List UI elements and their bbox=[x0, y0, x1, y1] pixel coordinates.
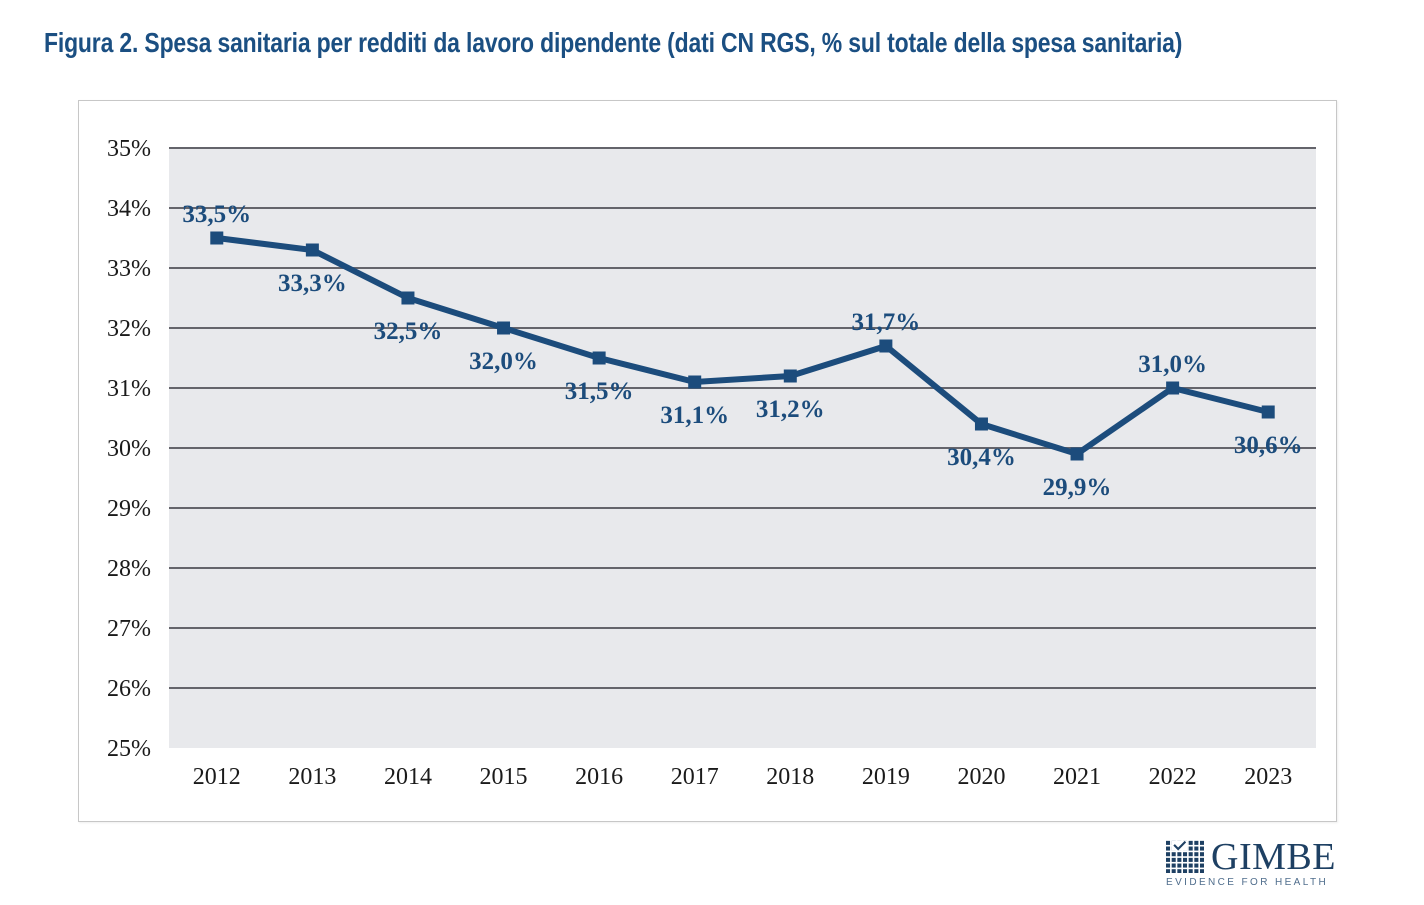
data-point-label: 33,5% bbox=[182, 201, 251, 228]
data-point-marker bbox=[401, 291, 415, 305]
y-tick-label: 25% bbox=[107, 736, 151, 762]
data-point-label: 32,0% bbox=[469, 348, 538, 375]
data-point-marker bbox=[1166, 381, 1180, 395]
logo-grid-square bbox=[1194, 857, 1199, 862]
logo-grid-square bbox=[1188, 857, 1193, 862]
logo-grid-square bbox=[1194, 840, 1199, 845]
gimbe-logo: GIMBE EVIDENCE FOR HEALTH bbox=[1166, 833, 1336, 888]
logo-grid-square bbox=[1199, 840, 1205, 845]
x-tick-label: 2012 bbox=[193, 764, 241, 790]
gimbe-tagline: EVIDENCE FOR HEALTH bbox=[1166, 877, 1329, 888]
data-point-marker bbox=[592, 351, 606, 365]
logo-grid-square bbox=[1177, 857, 1182, 862]
data-point-label: 32,5% bbox=[374, 318, 443, 345]
x-tick-label: 2019 bbox=[862, 764, 910, 790]
logo-grid-square bbox=[1171, 857, 1176, 862]
logo-grid-square bbox=[1188, 840, 1193, 845]
data-point-label: 29,9% bbox=[1043, 474, 1112, 501]
data-point-label: 31,2% bbox=[756, 396, 825, 423]
data-line bbox=[216, 235, 1269, 458]
logo-grid-square bbox=[1188, 863, 1193, 868]
x-tick-label: 2022 bbox=[1149, 764, 1197, 790]
logo-grid-square bbox=[1188, 869, 1193, 873]
data-point-label: 31,1% bbox=[660, 402, 729, 429]
line-chart: 35% 34% 33% 32% 31% 30% 29% 28% 27% 26% 25% 2012 201… bbox=[107, 136, 1316, 790]
data-point-label: 31,0% bbox=[1138, 351, 1207, 378]
logo-grid-square bbox=[1188, 846, 1193, 851]
logo-grid-square bbox=[1166, 863, 1171, 868]
chart-frame: 35% 34% 33% 32% 31% 30% 29% 28% 27% 26% 25% 2012 201… bbox=[78, 100, 1337, 822]
data-point-label: 30,4% bbox=[947, 444, 1016, 471]
logo-grid-square bbox=[1182, 852, 1188, 857]
data-point-marker bbox=[305, 243, 319, 257]
logo-grid-square bbox=[1177, 852, 1182, 857]
y-tick-label: 27% bbox=[107, 616, 151, 642]
logo-grid-square bbox=[1171, 852, 1176, 857]
logo-grid-square bbox=[1177, 863, 1182, 868]
logo-grid-square bbox=[1194, 863, 1199, 868]
logo-grid-square bbox=[1166, 857, 1171, 862]
y-tick-label: 34% bbox=[107, 196, 151, 222]
y-tick-label: 30% bbox=[107, 436, 151, 462]
logo-grid-square bbox=[1199, 852, 1205, 857]
y-tick-label: 28% bbox=[107, 556, 151, 582]
logo-grid-square bbox=[1171, 863, 1176, 868]
y-tick-label: 35% bbox=[107, 136, 151, 162]
logo-grid-square bbox=[1199, 846, 1205, 851]
data-point-marker bbox=[1261, 405, 1275, 419]
gimbe-wordmark: GIMBE bbox=[1211, 835, 1336, 878]
x-tick-label: 2015 bbox=[480, 764, 528, 790]
data-point-marker bbox=[210, 231, 224, 245]
y-tick-label: 26% bbox=[107, 676, 151, 702]
logo-grid-square bbox=[1199, 863, 1205, 868]
y-tick-label: 29% bbox=[107, 496, 151, 522]
logo-check-icon bbox=[1173, 840, 1187, 851]
data-point-label: 30,6% bbox=[1234, 432, 1303, 459]
data-point-marker bbox=[497, 321, 511, 335]
logo-grid-square bbox=[1166, 852, 1171, 857]
logo-grid-square bbox=[1166, 869, 1171, 873]
logo-check-background bbox=[1171, 840, 1188, 851]
x-tick-label: 2017 bbox=[671, 764, 719, 790]
logo-grid-square bbox=[1182, 869, 1188, 873]
x-tick-label: 2014 bbox=[384, 764, 432, 790]
figure-title: Figura 2. Spesa sanitaria per redditi da… bbox=[44, 27, 1183, 58]
logo-grid-square bbox=[1177, 869, 1182, 873]
x-tick-label: 2013 bbox=[288, 764, 336, 790]
gimbe-logo-icon bbox=[1166, 840, 1205, 873]
y-tick-label: 33% bbox=[107, 256, 151, 282]
logo-grid-square bbox=[1188, 852, 1193, 857]
data-point-marker bbox=[1070, 447, 1084, 461]
logo-grid-square bbox=[1199, 869, 1205, 873]
logo-grid-square bbox=[1166, 840, 1171, 845]
data-point-marker bbox=[974, 417, 988, 431]
x-tick-label: 2021 bbox=[1053, 764, 1101, 790]
x-tick-label: 2016 bbox=[575, 764, 623, 790]
data-point-marker bbox=[783, 369, 797, 383]
y-tick-label: 31% bbox=[107, 376, 151, 402]
x-tick-label: 2020 bbox=[957, 764, 1005, 790]
data-point-marker bbox=[879, 339, 893, 353]
x-tick-label: 2018 bbox=[766, 764, 814, 790]
x-tick-label: 2023 bbox=[1244, 764, 1292, 790]
logo-grid-square bbox=[1199, 857, 1205, 862]
logo-grid-square bbox=[1194, 869, 1199, 873]
logo-grid-square bbox=[1171, 869, 1176, 873]
data-point-label: 31,5% bbox=[565, 378, 634, 405]
logo-grid-square bbox=[1166, 846, 1171, 851]
logo-grid-square bbox=[1194, 852, 1199, 857]
logo-grid-square bbox=[1182, 863, 1188, 868]
logo-grid-square bbox=[1194, 846, 1199, 851]
data-point-label: 33,3% bbox=[278, 270, 347, 297]
y-tick-label: 32% bbox=[107, 316, 151, 342]
data-point-label: 31,7% bbox=[852, 309, 921, 336]
logo-grid-square bbox=[1182, 857, 1188, 862]
data-point-marker bbox=[688, 375, 702, 389]
